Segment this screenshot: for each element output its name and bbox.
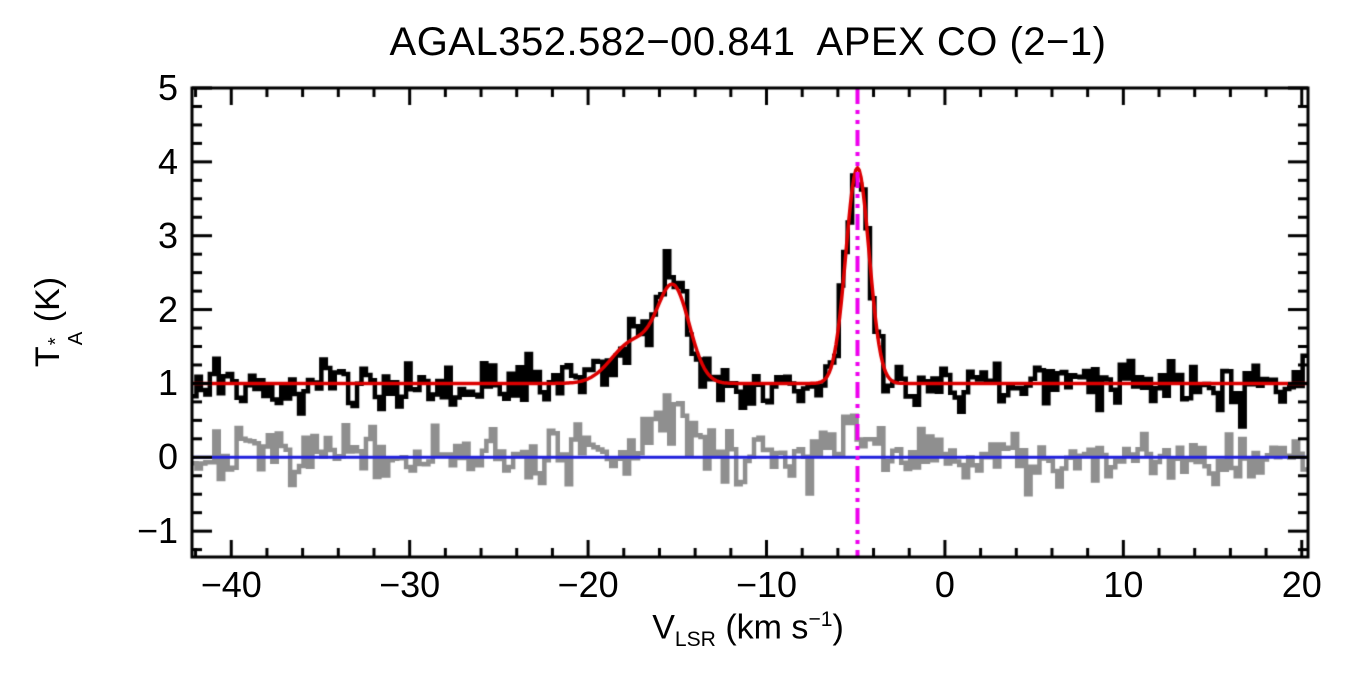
spectrum-plot-canvas [0,0,1350,675]
spectrum-figure: AGAL352.582−00.841 APEX CO (2−1) VLSR (k… [0,0,1350,675]
